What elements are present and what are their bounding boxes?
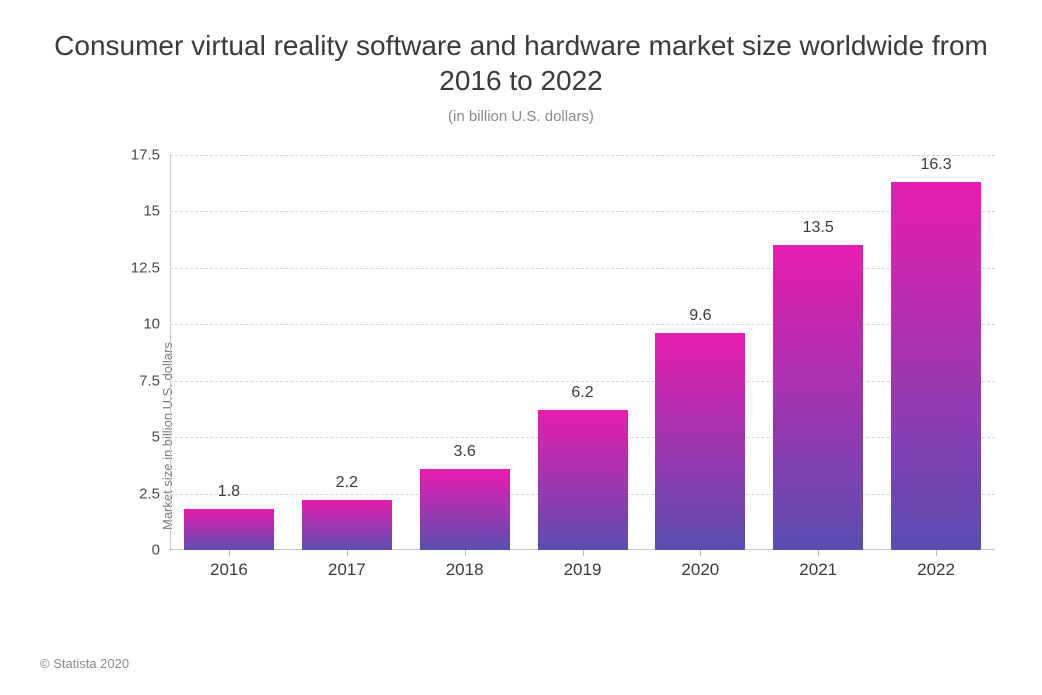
bar-value-label: 1.8 — [218, 483, 240, 501]
y-tick-label: 7.5 — [120, 372, 160, 389]
bar-value-label: 3.6 — [454, 443, 476, 461]
y-tick-label: 15 — [120, 203, 160, 220]
x-tick-label: 2022 — [917, 560, 955, 580]
source-attribution: © Statista 2020 — [40, 656, 129, 671]
x-tick-label: 2017 — [328, 560, 366, 580]
x-tick-mark — [936, 550, 937, 556]
bar: 2.2 — [302, 500, 392, 550]
chart-subtitle: (in billion U.S. dollars) — [40, 108, 1002, 125]
bar: 1.8 — [184, 509, 274, 550]
x-tick-mark — [700, 550, 701, 556]
y-tick-label: 12.5 — [120, 259, 160, 276]
bar-value-label: 9.6 — [689, 307, 711, 325]
bar: 3.6 — [420, 469, 510, 550]
grid-line — [170, 268, 995, 269]
bar-value-label: 2.2 — [336, 474, 358, 492]
bar: 6.2 — [538, 410, 628, 550]
x-tick-label: 2018 — [446, 560, 484, 580]
bar-value-label: 16.3 — [920, 156, 951, 174]
x-tick-mark — [347, 550, 348, 556]
x-tick-mark — [583, 550, 584, 556]
x-tick-mark — [229, 550, 230, 556]
chart-area: Market size in billion U.S. dollars 02.5… — [115, 155, 995, 595]
y-tick-label: 2.5 — [120, 485, 160, 502]
x-tick-label: 2020 — [681, 560, 719, 580]
grid-line — [170, 324, 995, 325]
y-tick-label: 17.5 — [120, 147, 160, 164]
grid-line — [170, 381, 995, 382]
plot-region: 02.557.51012.51517.51.820162.220173.6201… — [170, 155, 995, 550]
bar-value-label: 13.5 — [803, 219, 834, 237]
bar: 13.5 — [773, 245, 863, 550]
bar: 16.3 — [891, 182, 981, 550]
x-tick-label: 2019 — [564, 560, 602, 580]
bar-value-label: 6.2 — [571, 384, 593, 402]
y-tick-label: 10 — [120, 316, 160, 333]
grid-line — [170, 155, 995, 156]
x-tick-label: 2016 — [210, 560, 248, 580]
y-axis-line — [170, 155, 171, 550]
y-tick-label: 5 — [120, 429, 160, 446]
chart-title: Consumer virtual reality software and ha… — [40, 28, 1002, 98]
bar: 9.6 — [655, 333, 745, 550]
y-tick-label: 0 — [120, 542, 160, 559]
x-tick-mark — [818, 550, 819, 556]
grid-line — [170, 211, 995, 212]
x-tick-label: 2021 — [799, 560, 837, 580]
x-tick-mark — [465, 550, 466, 556]
chart-container: Consumer virtual reality software and ha… — [0, 0, 1042, 695]
